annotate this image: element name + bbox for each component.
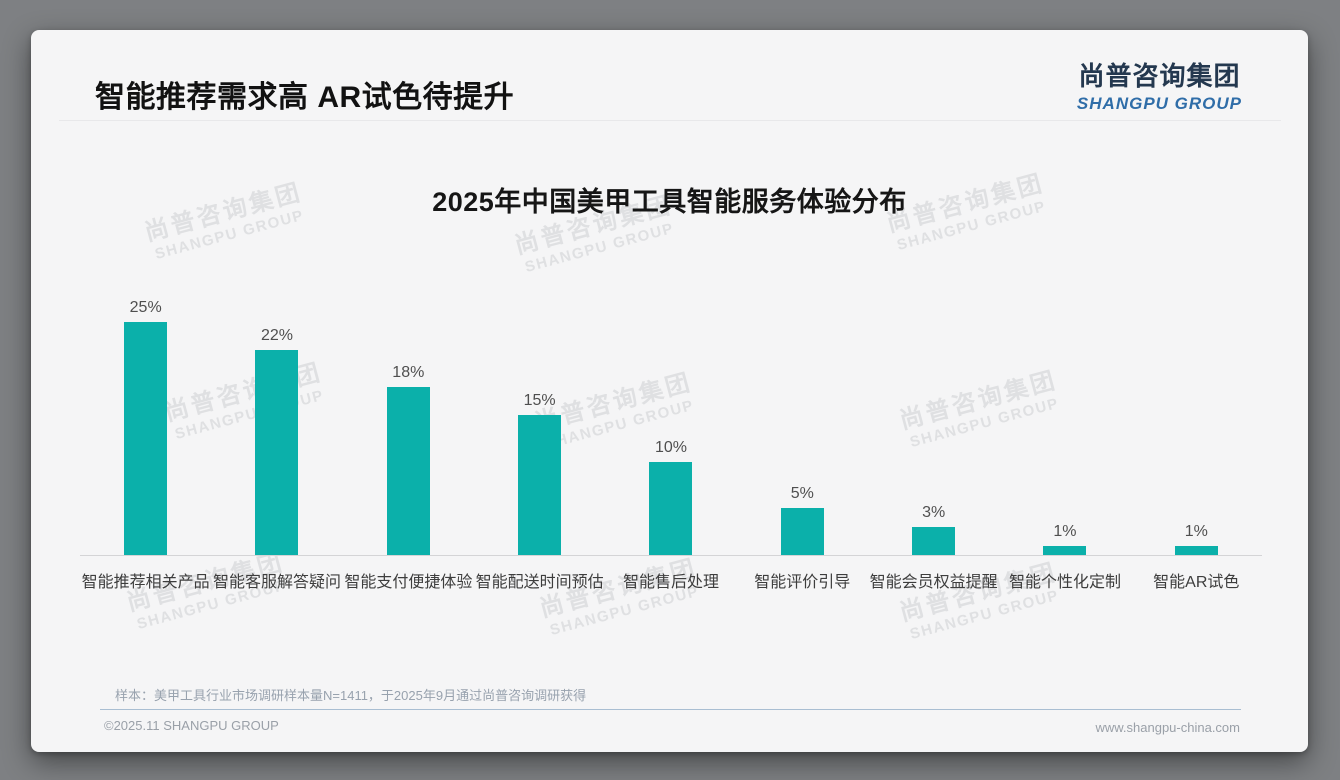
categories-row: 智能推荐相关产品 智能客服解答疑问 智能支付便捷体验 智能配送时间预估 智能售后处理 智能…: [80, 556, 1262, 592]
footer-divider: [100, 709, 1241, 710]
bar-column: 3%: [868, 262, 999, 555]
bar-value-label: 3%: [922, 504, 946, 521]
bar: [518, 415, 562, 555]
bar-category-label: 智能评价引导: [754, 574, 851, 591]
bar-chart: 25% 22% 18% 15% 10% 5% 3% 1% 1% 智能推荐相关产品 智能客服解答疑问…: [80, 262, 1262, 592]
sample-note: 样本：美甲工具行业市场调研样本量N=1411，于2025年9月通过尚普咨询调研获…: [115, 688, 587, 703]
bars-row: 25% 22% 18% 15% 10% 5% 3% 1% 1%: [80, 262, 1262, 556]
slide-card: 智能推荐需求高 AR试色待提升 尚普咨询集团 SHANGPU GROUP 尚普咨…: [31, 30, 1308, 752]
bar-column: 22%: [211, 262, 342, 555]
bar-category-label: 智能个性化定制: [1008, 574, 1121, 591]
bar-column: 1%: [999, 262, 1130, 555]
bar-column: 5%: [737, 262, 868, 555]
bar-value-label: 1%: [1184, 523, 1208, 540]
bar-value-label: 25%: [129, 299, 162, 316]
website-url: www.shangpu-china.com: [1095, 720, 1240, 735]
bar-category-label: 智能售后处理: [622, 574, 719, 591]
chart-title: 2025年中国美甲工具智能服务体验分布: [432, 187, 907, 217]
logo-english-text: SHANGPU GROUP: [1076, 94, 1242, 113]
bar: [255, 350, 299, 555]
bar-category-label: 智能AR试色: [1153, 574, 1240, 591]
bar-column: 25%: [80, 262, 211, 555]
bar: [1174, 546, 1218, 555]
bar: [912, 527, 956, 555]
copyright-text: ©2025.11 SHANGPU GROUP: [104, 718, 279, 733]
bar: [649, 462, 693, 555]
bar-value-label: 5%: [790, 485, 814, 502]
bar: [1043, 546, 1087, 555]
bar-value-label: 18%: [392, 364, 425, 381]
bar-category-label: 智能推荐相关产品: [81, 574, 210, 591]
bar-value-label: 10%: [654, 439, 687, 456]
bar-value-label: 1%: [1053, 523, 1077, 540]
bar-category-label: 智能配送时间预估: [475, 574, 604, 591]
page-title: 智能推荐需求高 AR试色待提升: [95, 81, 515, 114]
company-logo: 尚普咨询集团 SHANGPU GROUP: [1077, 56, 1242, 114]
bar-category-label: 智能支付便捷体验: [344, 574, 473, 591]
bar: [780, 508, 824, 555]
bar: [124, 322, 168, 555]
bar-category-label: 智能会员权益提醒: [869, 574, 998, 591]
bar-category-label: 智能客服解答疑问: [212, 574, 341, 591]
logo-chinese-text: 尚普咨询集团: [1078, 61, 1241, 91]
bar: [386, 387, 430, 555]
bar-column: 18%: [343, 262, 474, 555]
bar-column: 10%: [605, 262, 736, 555]
bar-column: 1%: [1131, 262, 1262, 555]
bar-value-label: 22%: [260, 327, 293, 344]
bar-column: 15%: [474, 262, 605, 555]
bar-value-label: 15%: [523, 392, 556, 409]
header-divider: [59, 120, 1281, 121]
